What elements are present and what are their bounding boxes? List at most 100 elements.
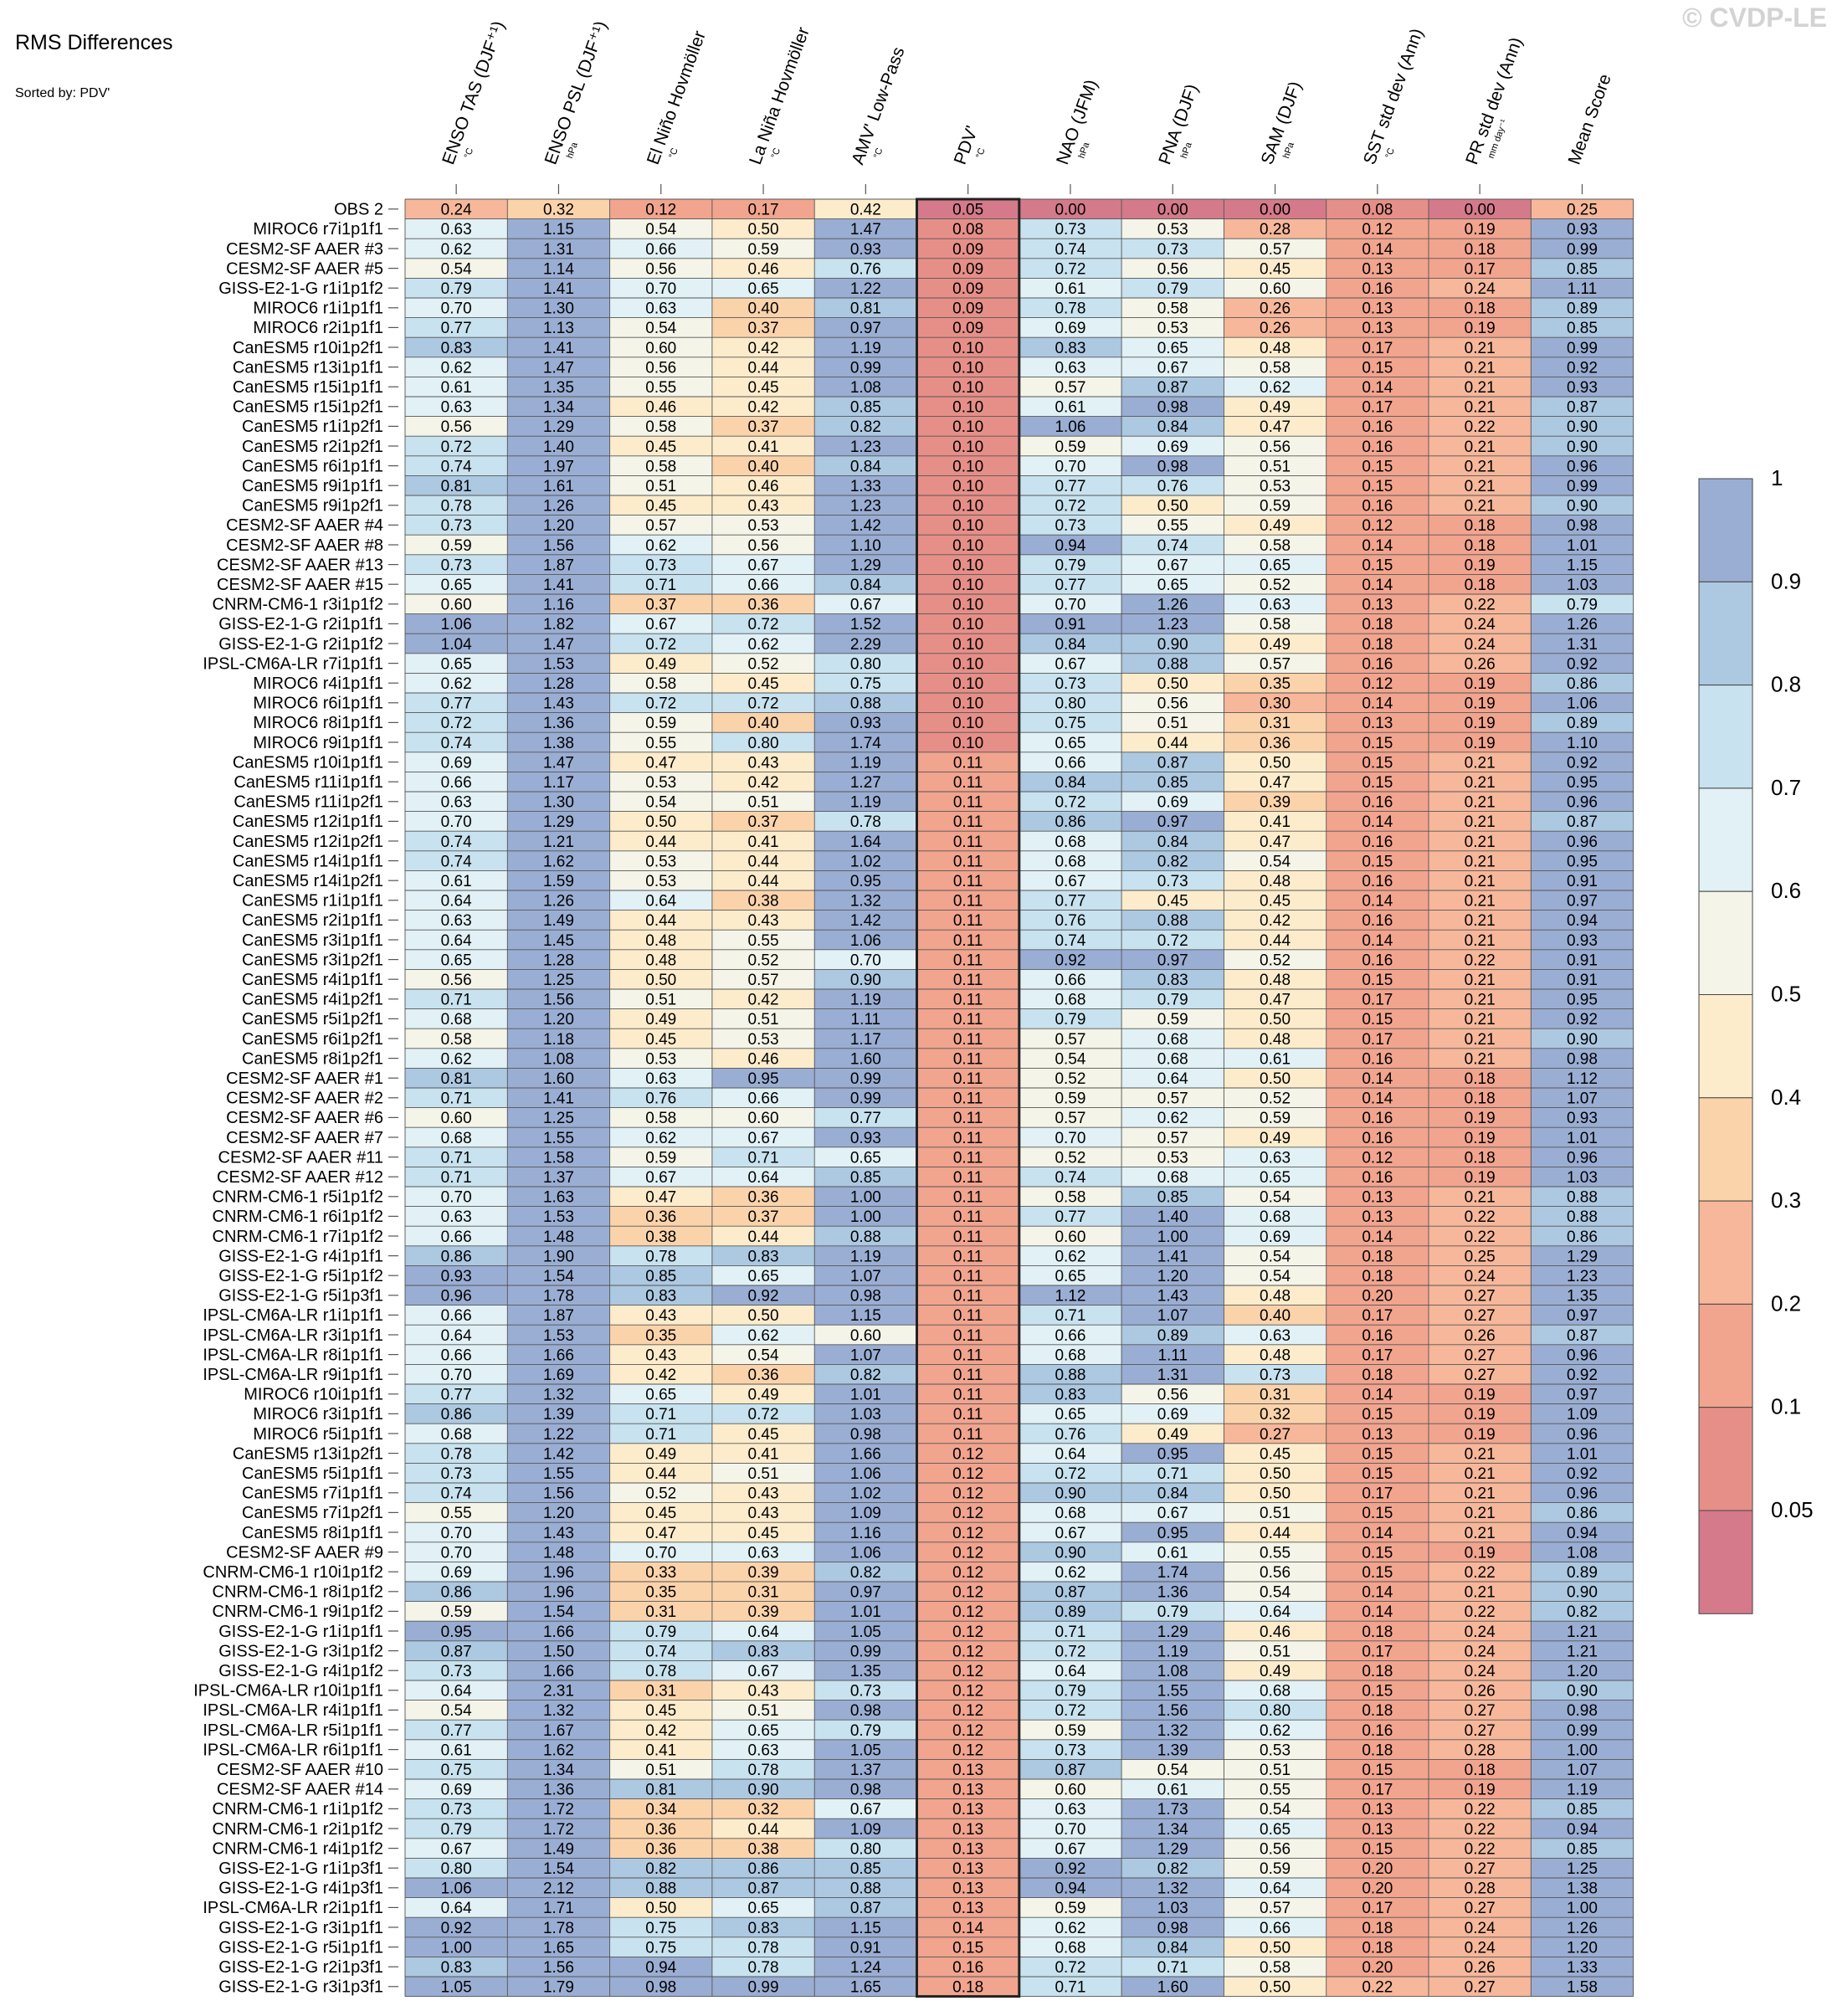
- cell-value-label: 1.74: [850, 735, 881, 752]
- heatmap-cell: [1121, 1285, 1224, 1306]
- cell-value-label: 0.63: [748, 1742, 779, 1759]
- cell-value-label: 0.13: [1362, 1426, 1393, 1444]
- heatmap-cell: [814, 1483, 917, 1503]
- heatmap-cell: [1326, 1403, 1429, 1424]
- cell-value-label: 0.78: [645, 1663, 676, 1680]
- heatmap-cell: [405, 1167, 508, 1187]
- heatmap-cell: [405, 910, 508, 931]
- cell-value-label: 0.13: [1362, 1189, 1393, 1207]
- cell-value-label: 0.87: [1055, 1762, 1085, 1779]
- cell-value-label: 0.21: [1465, 1465, 1496, 1483]
- heatmap-cell: [1224, 1977, 1327, 1997]
- heatmap-cell: [711, 693, 815, 713]
- heatmap-cell: [916, 1344, 1019, 1365]
- watermark: © CVDP-LE: [1682, 3, 1827, 33]
- heatmap-cell: [711, 1443, 815, 1464]
- cell-value-label: 0.60: [1055, 1229, 1085, 1246]
- cell-value-label: 0.73: [1260, 1367, 1291, 1384]
- cell-value-label: 0.65: [441, 577, 472, 594]
- heatmap-cell: [405, 1582, 508, 1602]
- cell-value-label: 0.51: [748, 1702, 779, 1720]
- cell-value-label: 0.63: [1055, 359, 1085, 377]
- cell-value-label: 0.16: [1362, 1722, 1393, 1740]
- cell-value-label: 0.74: [1055, 932, 1085, 950]
- cell-value-label: 0.95: [1157, 1445, 1188, 1463]
- heatmap-cell: [1121, 989, 1224, 1009]
- cell-value-label: 0.31: [645, 1603, 676, 1621]
- cell-value-label: 0.47: [645, 1189, 676, 1207]
- cell-value-label: 0.11: [953, 1307, 983, 1325]
- cell-value-label: 0.73: [441, 1465, 472, 1483]
- cell-value-label: 0.15: [1362, 458, 1393, 475]
- heatmap-cell: [1429, 712, 1532, 733]
- heatmap-cell: [609, 1048, 712, 1069]
- cell-value-label: 0.13: [952, 1840, 983, 1858]
- cell-value-label: 0.44: [748, 853, 779, 870]
- cell-value-label: 0.67: [1157, 359, 1188, 377]
- row-label: CESM2-SF AAER #14: [217, 1781, 383, 1799]
- heatmap-cell: [916, 1977, 1019, 1997]
- cell-value-label: 0.25: [1465, 1248, 1496, 1265]
- heatmap-cell: [1019, 1562, 1122, 1582]
- heatmap-cell: [507, 1305, 610, 1326]
- heatmap-cell: [814, 712, 917, 733]
- cell-value-label: 0.79: [850, 1722, 881, 1740]
- heatmap-cell: [1224, 1680, 1327, 1701]
- heatmap-cell: [609, 455, 712, 476]
- heatmap-cell: [609, 1897, 712, 1918]
- cell-value-label: 0.70: [1055, 458, 1085, 475]
- heatmap-cell: [1531, 1226, 1634, 1246]
- cell-value-label: 0.65: [441, 655, 472, 673]
- heatmap-cell: [1429, 1700, 1532, 1721]
- cell-value-label: 0.79: [1157, 280, 1188, 298]
- heatmap-cell: [916, 535, 1019, 555]
- heatmap-cell: [1531, 1936, 1634, 1957]
- heatmap-cell: [1224, 1029, 1327, 1049]
- heatmap-cell: [1531, 1541, 1634, 1562]
- cell-value-label: 0.11: [953, 1229, 983, 1246]
- cell-value-label: 0.86: [748, 1860, 779, 1878]
- heatmap-cell: [711, 1463, 815, 1483]
- cell-value-label: 0.17: [748, 202, 779, 219]
- row-label: CanESM5 r15i1p1f1: [233, 378, 383, 397]
- heatmap-cell: [507, 416, 610, 437]
- cell-value-label: 0.71: [441, 992, 472, 1009]
- heatmap-cell: [916, 969, 1019, 989]
- heatmap-cell: [1121, 495, 1224, 516]
- cell-value-label: 0.87: [1567, 399, 1598, 417]
- cell-value-label: 1.32: [1157, 1880, 1188, 1898]
- heatmap-cell: [1224, 1403, 1327, 1424]
- cell-value-label: 0.96: [1567, 834, 1598, 851]
- heatmap-cell: [609, 870, 712, 890]
- cell-value-label: 0.42: [748, 340, 779, 357]
- heatmap-cell: [1121, 1008, 1224, 1029]
- heatmap-cell: [1019, 1621, 1122, 1641]
- cell-value-label: 0.50: [748, 221, 779, 239]
- heatmap-cell: [1326, 1977, 1429, 1997]
- heatmap-cell: [1224, 1088, 1327, 1108]
- heatmap-cell: [1019, 1838, 1122, 1859]
- heatmap-cell: [1429, 1582, 1532, 1602]
- cell-value-label: 0.52: [748, 952, 779, 969]
- heatmap-cell: [1429, 1522, 1532, 1542]
- heatmap-cell: [1429, 1424, 1532, 1444]
- heatmap-cell: [1019, 495, 1122, 516]
- heatmap-cell: [711, 574, 815, 594]
- heatmap-cell: [1326, 890, 1429, 911]
- cell-value-label: 0.77: [1055, 1208, 1085, 1226]
- row-label: CNRM-CM6-1 r9i1p1f2: [213, 1603, 384, 1621]
- row-label: CNRM-CM6-1 r8i1p1f2: [213, 1583, 384, 1602]
- cell-value-label: 1.59: [543, 873, 574, 890]
- cell-value-label: 0.50: [1157, 498, 1188, 516]
- cell-value-label: 0.77: [441, 1722, 472, 1740]
- row-label: MIROC6 r8i1p1f1: [253, 714, 383, 732]
- cell-value-label: 0.60: [850, 1327, 881, 1345]
- heatmap-cell: [1326, 515, 1429, 536]
- row-label: CNRM-CM6-1 r4i1p1f2: [213, 1839, 384, 1858]
- cell-value-label: 0.27: [1465, 1979, 1496, 1997]
- cell-value-label: 0.96: [1567, 1426, 1598, 1444]
- row-label: GISS-E2-1-G r3i1p1f1: [218, 1919, 383, 1937]
- cell-value-label: 0.85: [1567, 1840, 1598, 1858]
- cell-value-label: 0.51: [1260, 458, 1291, 475]
- heatmap-cell: [507, 1226, 610, 1246]
